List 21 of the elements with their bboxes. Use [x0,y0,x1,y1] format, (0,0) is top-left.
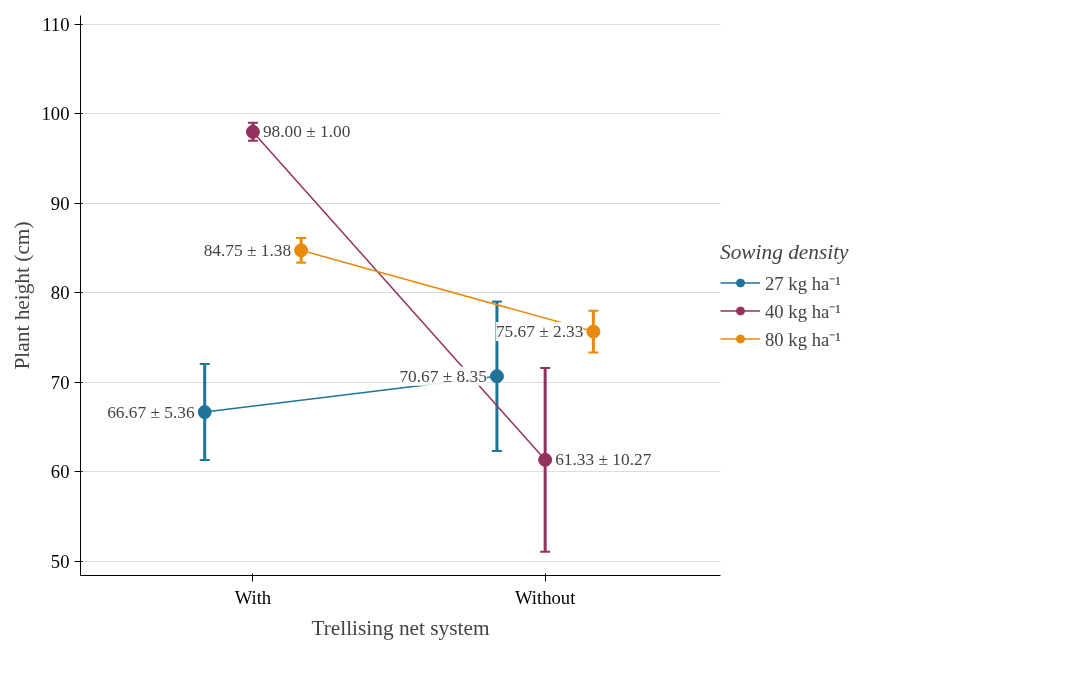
data-label: 75.67 ± 2.33 [495,322,584,342]
y-tick-label: 110 [42,13,70,35]
x-tick-label: Without [514,586,577,608]
y-tick-label: 70 [50,371,70,393]
legend-label: 40 kg ha⁻¹ [765,299,841,323]
legend-title: Sowing density [720,239,849,265]
data-label: 61.33 ± 10.27 [555,450,652,470]
x-tick-label: With [234,586,272,608]
y-tick-label: 60 [50,461,70,483]
x-axis-title: Trellising net system [311,615,490,640]
legend-label: 80 kg ha⁻¹ [765,327,841,351]
y-tick-label: 90 [50,192,70,214]
data-label: 66.67 ± 5.36 [107,402,196,422]
y-tick-label: 100 [41,103,70,125]
legend-label: 27 kg ha⁻¹ [765,271,841,295]
y-tick-label: 50 [50,550,70,572]
data-label: 98.00 ± 1.00 [262,122,351,142]
data-label: 84.75 ± 1.38 [203,240,292,260]
y-tick-label: 80 [50,282,70,304]
data-label: 70.67 ± 8.35 [399,366,487,386]
y-axis-title: Plant height (cm) [9,221,34,370]
